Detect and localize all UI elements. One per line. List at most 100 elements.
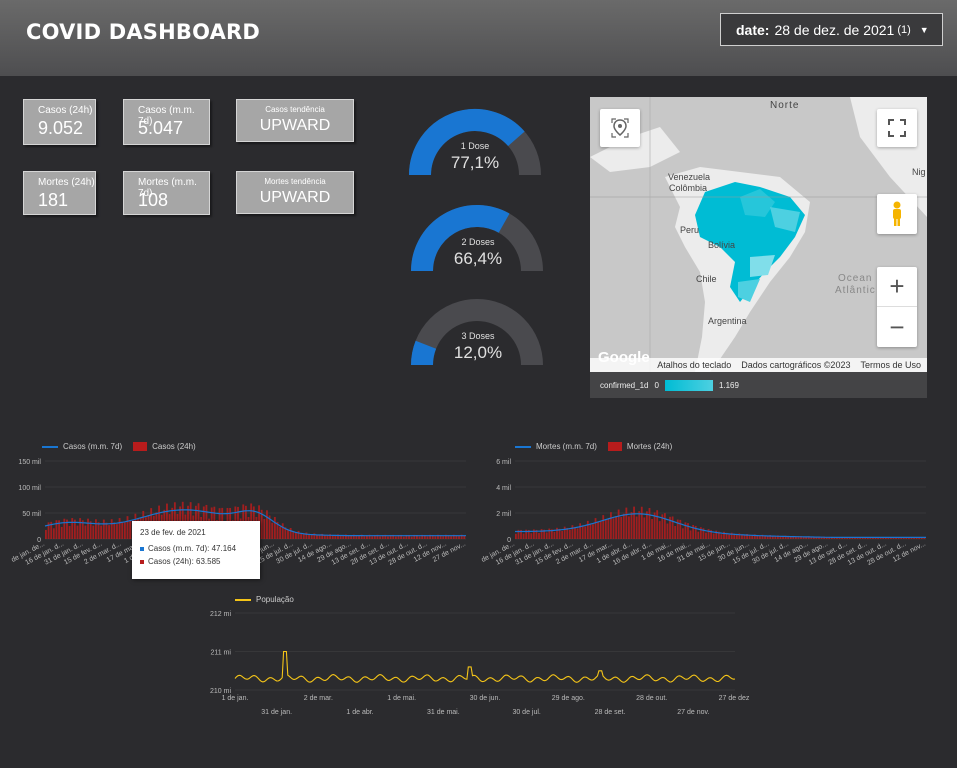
bar xyxy=(84,525,87,539)
bar xyxy=(444,534,447,539)
bar xyxy=(661,514,664,539)
y-tick-label: 6 mil xyxy=(496,459,511,466)
bar xyxy=(121,521,124,539)
bar xyxy=(769,535,772,539)
bar xyxy=(764,535,766,539)
bar xyxy=(746,533,748,539)
bar xyxy=(689,530,692,539)
date-filter-dropdown[interactable]: date: 28 de dez. de 2021 (1) ▼ xyxy=(720,13,943,46)
bar xyxy=(756,535,759,539)
bar xyxy=(263,518,266,539)
bar xyxy=(759,535,761,539)
bar xyxy=(792,535,795,539)
bar xyxy=(715,530,718,539)
bar xyxy=(347,535,350,539)
bar xyxy=(794,536,797,539)
bar xyxy=(774,536,777,539)
zoom-out-icon[interactable]: − xyxy=(889,311,905,342)
y-tick-label: 50 mil xyxy=(22,511,41,518)
kpi-cases-24h: Casos (24h) 9.052 xyxy=(23,99,96,145)
bar xyxy=(890,537,892,539)
bar xyxy=(429,534,432,539)
bar xyxy=(638,511,641,539)
bar xyxy=(617,509,620,539)
bar xyxy=(915,537,918,539)
bar xyxy=(413,534,416,539)
map-zoom-control[interactable]: + − xyxy=(877,267,917,347)
bar xyxy=(676,519,679,539)
x-tick-label: 28 de out. xyxy=(636,695,667,702)
bar xyxy=(753,534,756,539)
bar xyxy=(81,520,84,539)
bar xyxy=(350,535,353,539)
page-title: COVID DASHBOARD xyxy=(26,20,261,44)
bar xyxy=(355,536,358,539)
bar xyxy=(869,537,872,539)
map-location-button[interactable] xyxy=(600,109,640,147)
bar xyxy=(371,536,374,539)
bar xyxy=(434,536,437,539)
bar xyxy=(515,533,517,539)
bar xyxy=(687,523,689,539)
bar xyxy=(820,536,823,539)
kpi-deaths-7d: Mortes (m.m. 7d) 108 xyxy=(123,171,210,215)
bar xyxy=(173,502,176,539)
bar xyxy=(530,533,533,539)
bar xyxy=(329,534,332,539)
bar xyxy=(287,530,289,539)
geo-map[interactable]: Norte Venezuela Colômbia Peru Bolívia Ch… xyxy=(590,97,927,372)
gauge-fill xyxy=(409,109,525,176)
bar xyxy=(671,516,674,539)
bar xyxy=(566,528,569,539)
bar xyxy=(92,525,95,539)
x-tick-label: 1 de mai. xyxy=(387,695,416,702)
bar xyxy=(581,525,584,539)
bar xyxy=(376,534,379,539)
x-tick-label: 27 de nov. xyxy=(677,709,709,716)
bar xyxy=(766,536,769,539)
map-terms-link[interactable]: Termos de Uso xyxy=(860,360,921,370)
bar xyxy=(882,537,885,539)
map-label-venezuela: Venezuela xyxy=(668,172,711,182)
legend-series-1: População xyxy=(256,595,294,604)
bar xyxy=(635,516,638,539)
map-fullscreen-button[interactable] xyxy=(877,109,917,147)
bar xyxy=(843,537,846,539)
bar xyxy=(110,519,113,539)
population-chart[interactable]: 212 mi 211 mi 210 mi1 de jan. 2 de mar. 1 de… xyxy=(190,603,750,723)
bar xyxy=(789,536,792,539)
bar xyxy=(520,529,522,539)
kpi-value: 108 xyxy=(138,190,169,210)
bar xyxy=(129,520,132,539)
map-streetview-button[interactable] xyxy=(877,194,917,234)
x-tick-label: 31 de mai. xyxy=(427,709,460,716)
bar xyxy=(838,537,841,539)
bar xyxy=(545,532,548,539)
bar xyxy=(854,537,856,539)
bar xyxy=(712,533,715,539)
map-shortcuts-link[interactable]: Atalhos do teclado xyxy=(657,360,732,370)
bar xyxy=(421,534,424,539)
gauge-dose1-text: 1 Dose 77,1% xyxy=(437,141,513,173)
bar xyxy=(535,529,538,539)
bar xyxy=(73,519,76,539)
bar xyxy=(864,537,867,539)
bar xyxy=(352,534,355,539)
kpi-label: Mortes (m.m. 7d) xyxy=(138,177,197,199)
x-tick-label: 1 de abr. xyxy=(346,709,373,716)
kpi-deaths-24h: Mortes (24h) 181 xyxy=(23,171,96,215)
bar xyxy=(597,521,599,539)
bar xyxy=(805,536,808,539)
bar xyxy=(848,537,851,539)
bar xyxy=(707,529,710,539)
zoom-in-icon[interactable]: + xyxy=(877,267,917,307)
bar xyxy=(323,535,326,539)
bar xyxy=(874,537,877,539)
bar xyxy=(604,519,607,539)
kpi-value: UPWARD xyxy=(259,117,331,134)
bar xyxy=(633,506,635,539)
kpi-label: Casos tendência xyxy=(265,105,325,114)
bar xyxy=(828,537,831,539)
vaccination-gauges xyxy=(409,109,543,366)
